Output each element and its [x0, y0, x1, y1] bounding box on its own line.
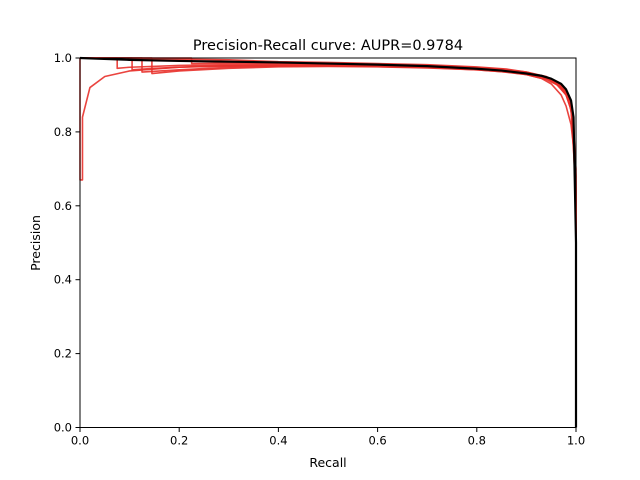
y-axis-label: Precision [28, 215, 43, 271]
plot-area [79, 56, 578, 428]
axes-frame [79, 57, 577, 428]
y-tick-label: 0.6 [54, 199, 72, 213]
y-axis: 0.0 0.2 0.4 0.6 0.8 1.0 [54, 51, 80, 435]
fold-curve-5 [80, 57, 577, 428]
x-axis-label: Recall [309, 455, 346, 470]
x-tick-label: 0.0 [71, 434, 89, 448]
y-tick-label: 0.4 [54, 273, 72, 287]
y-tick-label: 1.0 [54, 51, 72, 65]
y-tick-label: 0.8 [54, 125, 72, 139]
chart-title: Precision-Recall curve: AUPR=0.9784 [193, 38, 463, 54]
mean-curve [79, 56, 578, 428]
x-tick-label: 0.4 [269, 434, 287, 448]
x-axis: 0.0 0.2 0.4 0.6 0.8 1.0 [71, 427, 585, 448]
x-tick-label: 0.6 [368, 434, 386, 448]
x-tick-label: 1.0 [567, 434, 585, 448]
x-tick-label: 0.2 [170, 434, 188, 448]
x-tick-label: 0.8 [468, 434, 486, 448]
y-tick-label: 0.2 [54, 347, 72, 361]
y-tick-label: 0.0 [54, 421, 72, 435]
